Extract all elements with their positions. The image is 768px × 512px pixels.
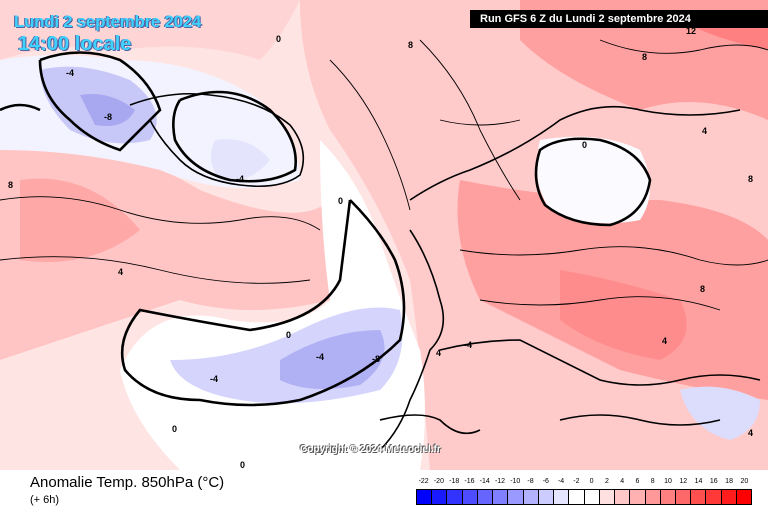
- legend-swatch: [584, 490, 600, 504]
- legend-tick-label: 10: [664, 478, 672, 485]
- isotherm-lines: [0, 39, 768, 311]
- legend-tick-label: 20: [740, 478, 749, 485]
- copyright-text: Copyright © 2024 Meteociel.fr: [300, 444, 441, 455]
- legend-swatch: [599, 490, 616, 504]
- contour-label: 0: [286, 330, 291, 340]
- legend-swatch: [660, 490, 676, 504]
- anomaly-map: 0 -4 -8 -4 8 8 12 8 4 0 -4 -8 -4 4 -4 0 …: [0, 0, 768, 470]
- legend-swatch: [417, 490, 433, 504]
- legend-swatch: [736, 490, 752, 504]
- contour-label: 8: [642, 52, 647, 62]
- legend-swatch: [538, 490, 555, 504]
- legend-tick-label: -20: [433, 478, 444, 485]
- contour-label: 12: [686, 26, 696, 36]
- contour-label: -4: [236, 174, 244, 184]
- legend-tick-label: -10: [510, 478, 521, 485]
- legend-swatch: [721, 490, 737, 504]
- contour-label: 0: [172, 424, 177, 434]
- contour-label: -8: [104, 112, 112, 122]
- legend-swatch: [523, 490, 539, 504]
- legend-tick-label: 2: [604, 478, 609, 485]
- legend-swatch: [493, 490, 509, 504]
- legend-tick-label: 18: [725, 478, 733, 485]
- legend-tick-label: 14: [694, 478, 703, 485]
- warm-anomaly-areas: [0, 0, 768, 470]
- legend-tick-labels: -22 -20 -18 -16 -14 -12 -10 -8 -6 -4 -2 0 2 4 6 8 10 12 14…: [416, 478, 752, 488]
- contour-label: 8: [700, 284, 705, 294]
- contour-label: -4: [464, 340, 472, 350]
- contour-label: -8: [372, 354, 380, 364]
- legend-swatch: [432, 490, 448, 504]
- contour-label: -4: [210, 374, 218, 384]
- legend-tick-label: 8: [650, 478, 655, 485]
- legend-swatch: [645, 490, 661, 504]
- legend-tick-label: -22: [418, 478, 429, 485]
- legend-tick-label: 16: [709, 478, 718, 485]
- legend-swatch: [615, 490, 631, 504]
- legend-swatch: [477, 490, 494, 504]
- legend-tick-label: -14: [479, 478, 490, 485]
- legend-swatch: [554, 490, 570, 504]
- map-title: Anomalie Temp. 850hPa (°C): [30, 474, 225, 491]
- legend-color-scale: [416, 489, 752, 505]
- legend-swatch: [675, 490, 692, 504]
- legend-swatch: [462, 490, 478, 504]
- contour-label: 4: [662, 336, 667, 346]
- legend-swatch: [447, 490, 463, 504]
- legend-tick-label: -12: [494, 478, 506, 485]
- legend-tick-label: 6: [635, 478, 640, 485]
- contour-labels: 0 -4 -8 -4 8 8 12 8 4 0 -4 -8 -4 4 -4 0 …: [8, 26, 753, 470]
- legend-tick-label: -18: [449, 478, 460, 485]
- contour-label: 8: [748, 174, 753, 184]
- legend-swatch: [569, 490, 585, 504]
- forecast-time: 14:00 locale: [18, 33, 132, 55]
- legend-tick-label: -6: [542, 478, 549, 485]
- contour-label: 8: [408, 40, 413, 50]
- forecast-offset: (+ 6h): [30, 494, 60, 506]
- legend-tick-label: 4: [620, 478, 625, 485]
- legend-swatch: [706, 490, 722, 504]
- contour-label: 0: [582, 140, 587, 150]
- legend-tick-label: 12: [679, 478, 688, 485]
- legend-swatch: [508, 490, 524, 504]
- contour-label: -4: [66, 68, 74, 78]
- contour-label: -4: [316, 352, 324, 362]
- legend-tick-label: -16: [464, 478, 475, 485]
- legend-tick-label: -8: [527, 478, 534, 485]
- legend-tick-label: -2: [573, 478, 580, 485]
- run-banner: Run GFS 6 Z du Lundi 2 septembre 2024: [470, 10, 768, 28]
- contour-label: 0: [338, 196, 343, 206]
- legend-tick-label: -4: [557, 478, 565, 485]
- contour-label: 8: [8, 180, 13, 190]
- legend-tick-label: 0: [589, 478, 594, 485]
- contour-label: 0: [276, 34, 281, 44]
- contour-label: 4: [118, 267, 123, 277]
- zero-contours: [0, 51, 406, 407]
- contour-label: 4: [748, 428, 753, 438]
- legend-swatch: [691, 490, 707, 504]
- coastlines: [129, 93, 761, 451]
- legend-swatch: [630, 490, 646, 504]
- contour-label: 0: [240, 460, 245, 470]
- forecast-date: Lundi 2 septembre 2024: [14, 12, 202, 31]
- contour-label: 4: [436, 348, 441, 358]
- contour-label: 4: [702, 126, 707, 136]
